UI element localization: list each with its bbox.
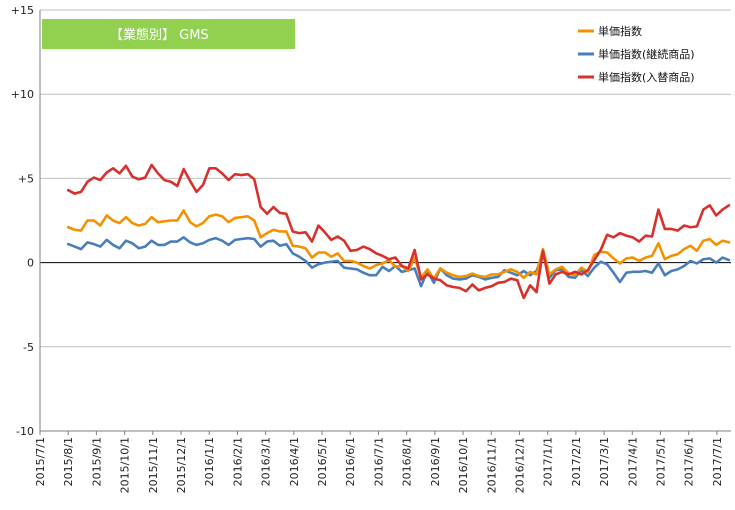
x-tick-label: 2016/4/1: [288, 437, 301, 486]
title-banner: 【業態別】 GMS: [42, 19, 295, 49]
x-tick-label: 2015/7/1: [34, 437, 47, 486]
y-tick-label: -10: [16, 425, 34, 438]
chart-title: 【業態別】 GMS: [110, 27, 209, 43]
x-tick-label: 2017/5/1: [654, 437, 667, 486]
x-tick-label: 2017/6/1: [683, 437, 696, 486]
x-tick-label: 2016/1/1: [203, 437, 216, 486]
y-axis: +15 +10 +5 0 -5 -10: [11, 4, 731, 438]
x-tick-label: 2016/12/1: [513, 437, 526, 493]
x-tick-label: 2017/7/1: [711, 437, 724, 486]
legend-label: 単価指数(入替商品): [598, 70, 695, 84]
legend-label: 単価指数: [598, 24, 642, 38]
series-line: [66, 209, 731, 280]
series-line: [66, 236, 731, 288]
x-tick-label: 2015/10/1: [119, 437, 132, 493]
x-tick-label: 2015/11/1: [147, 437, 160, 493]
x-tick-label: 2016/6/1: [344, 437, 357, 486]
x-tick-label: 2016/8/1: [401, 437, 414, 486]
x-tick-label: 2016/3/1: [260, 437, 273, 486]
x-tick-label: 2015/8/1: [62, 437, 75, 486]
y-tick-label: +5: [18, 172, 34, 185]
x-tick-label: 2016/10/1: [457, 437, 470, 493]
series-lines: [66, 163, 731, 300]
x-tick-label: 2015/12/1: [175, 437, 188, 493]
x-tick-label: 2017/1/1: [542, 437, 555, 486]
y-tick-label: 0: [27, 257, 34, 270]
x-axis: 2015/7/1 2015/8/1 2015/9/1 2015/10/1 2015/11…: [34, 431, 724, 493]
x-tick-label: 2016/2/1: [231, 437, 244, 486]
legend-label: 単価指数(継続商品): [598, 47, 695, 61]
x-tick-label: 2016/7/1: [372, 437, 385, 486]
x-tick-label: 2016/5/1: [316, 437, 329, 486]
y-tick-label: +15: [11, 4, 34, 17]
title-banner-background: [42, 19, 295, 49]
x-tick-label: 2017/3/1: [598, 437, 611, 486]
x-tick-label: 2015/9/1: [90, 437, 103, 486]
y-tick-label: -5: [23, 341, 34, 354]
y-tick-label: +10: [11, 88, 34, 101]
series-line: [66, 163, 731, 300]
x-tick-label: 2017/4/1: [626, 437, 639, 486]
x-tick-label: 2016/9/1: [429, 437, 442, 486]
x-tick-label: 2016/11/1: [485, 437, 498, 493]
x-tick-label: 2017/2/1: [570, 437, 583, 486]
